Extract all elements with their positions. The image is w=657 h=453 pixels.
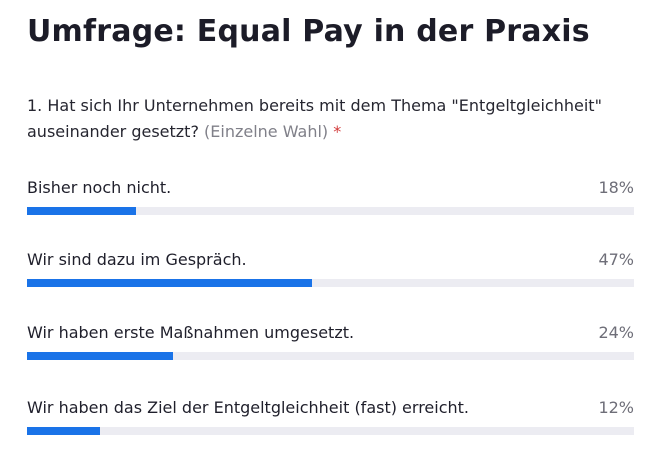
poll-option-2: Wir sind dazu im Gespräch. 47% <box>27 248 634 290</box>
question-text-block: 1. Hat sich Ihr Unternehmen bereits mit … <box>27 93 627 145</box>
poll-title: Umfrage: Equal Pay in der Praxis <box>27 14 590 49</box>
option-label: Wir haben das Ziel der Entgeltgleichheit… <box>27 398 470 417</box>
option-label: Bisher noch nicht. <box>27 178 172 197</box>
result-bar-fill <box>27 279 313 287</box>
question-text: 1. Hat sich Ihr Unternehmen bereits mit … <box>27 96 602 141</box>
option-percent: 24% <box>598 323 634 342</box>
result-bar-fill <box>27 207 137 215</box>
result-bar-track <box>27 352 634 360</box>
option-percent: 18% <box>598 178 634 197</box>
option-percent: 47% <box>598 250 634 269</box>
result-bar-track <box>27 427 634 435</box>
result-bar-track <box>27 207 634 215</box>
poll-option-1: Bisher noch nicht. 18% <box>27 176 634 218</box>
result-bar-fill <box>27 352 173 360</box>
poll-option-3: Wir haben erste Maßnahmen umgesetzt. 24% <box>27 321 634 363</box>
option-label: Wir sind dazu im Gespräch. <box>27 250 247 269</box>
result-bar-fill <box>27 427 100 435</box>
option-label: Wir haben erste Maßnahmen umgesetzt. <box>27 323 355 342</box>
result-bar-track <box>27 279 634 287</box>
poll-option-4: Wir haben das Ziel der Entgeltgleichheit… <box>27 396 634 438</box>
option-percent: 12% <box>598 398 634 417</box>
question-hint: (Einzelne Wahl) <box>204 122 329 141</box>
required-marker: * <box>333 122 342 141</box>
